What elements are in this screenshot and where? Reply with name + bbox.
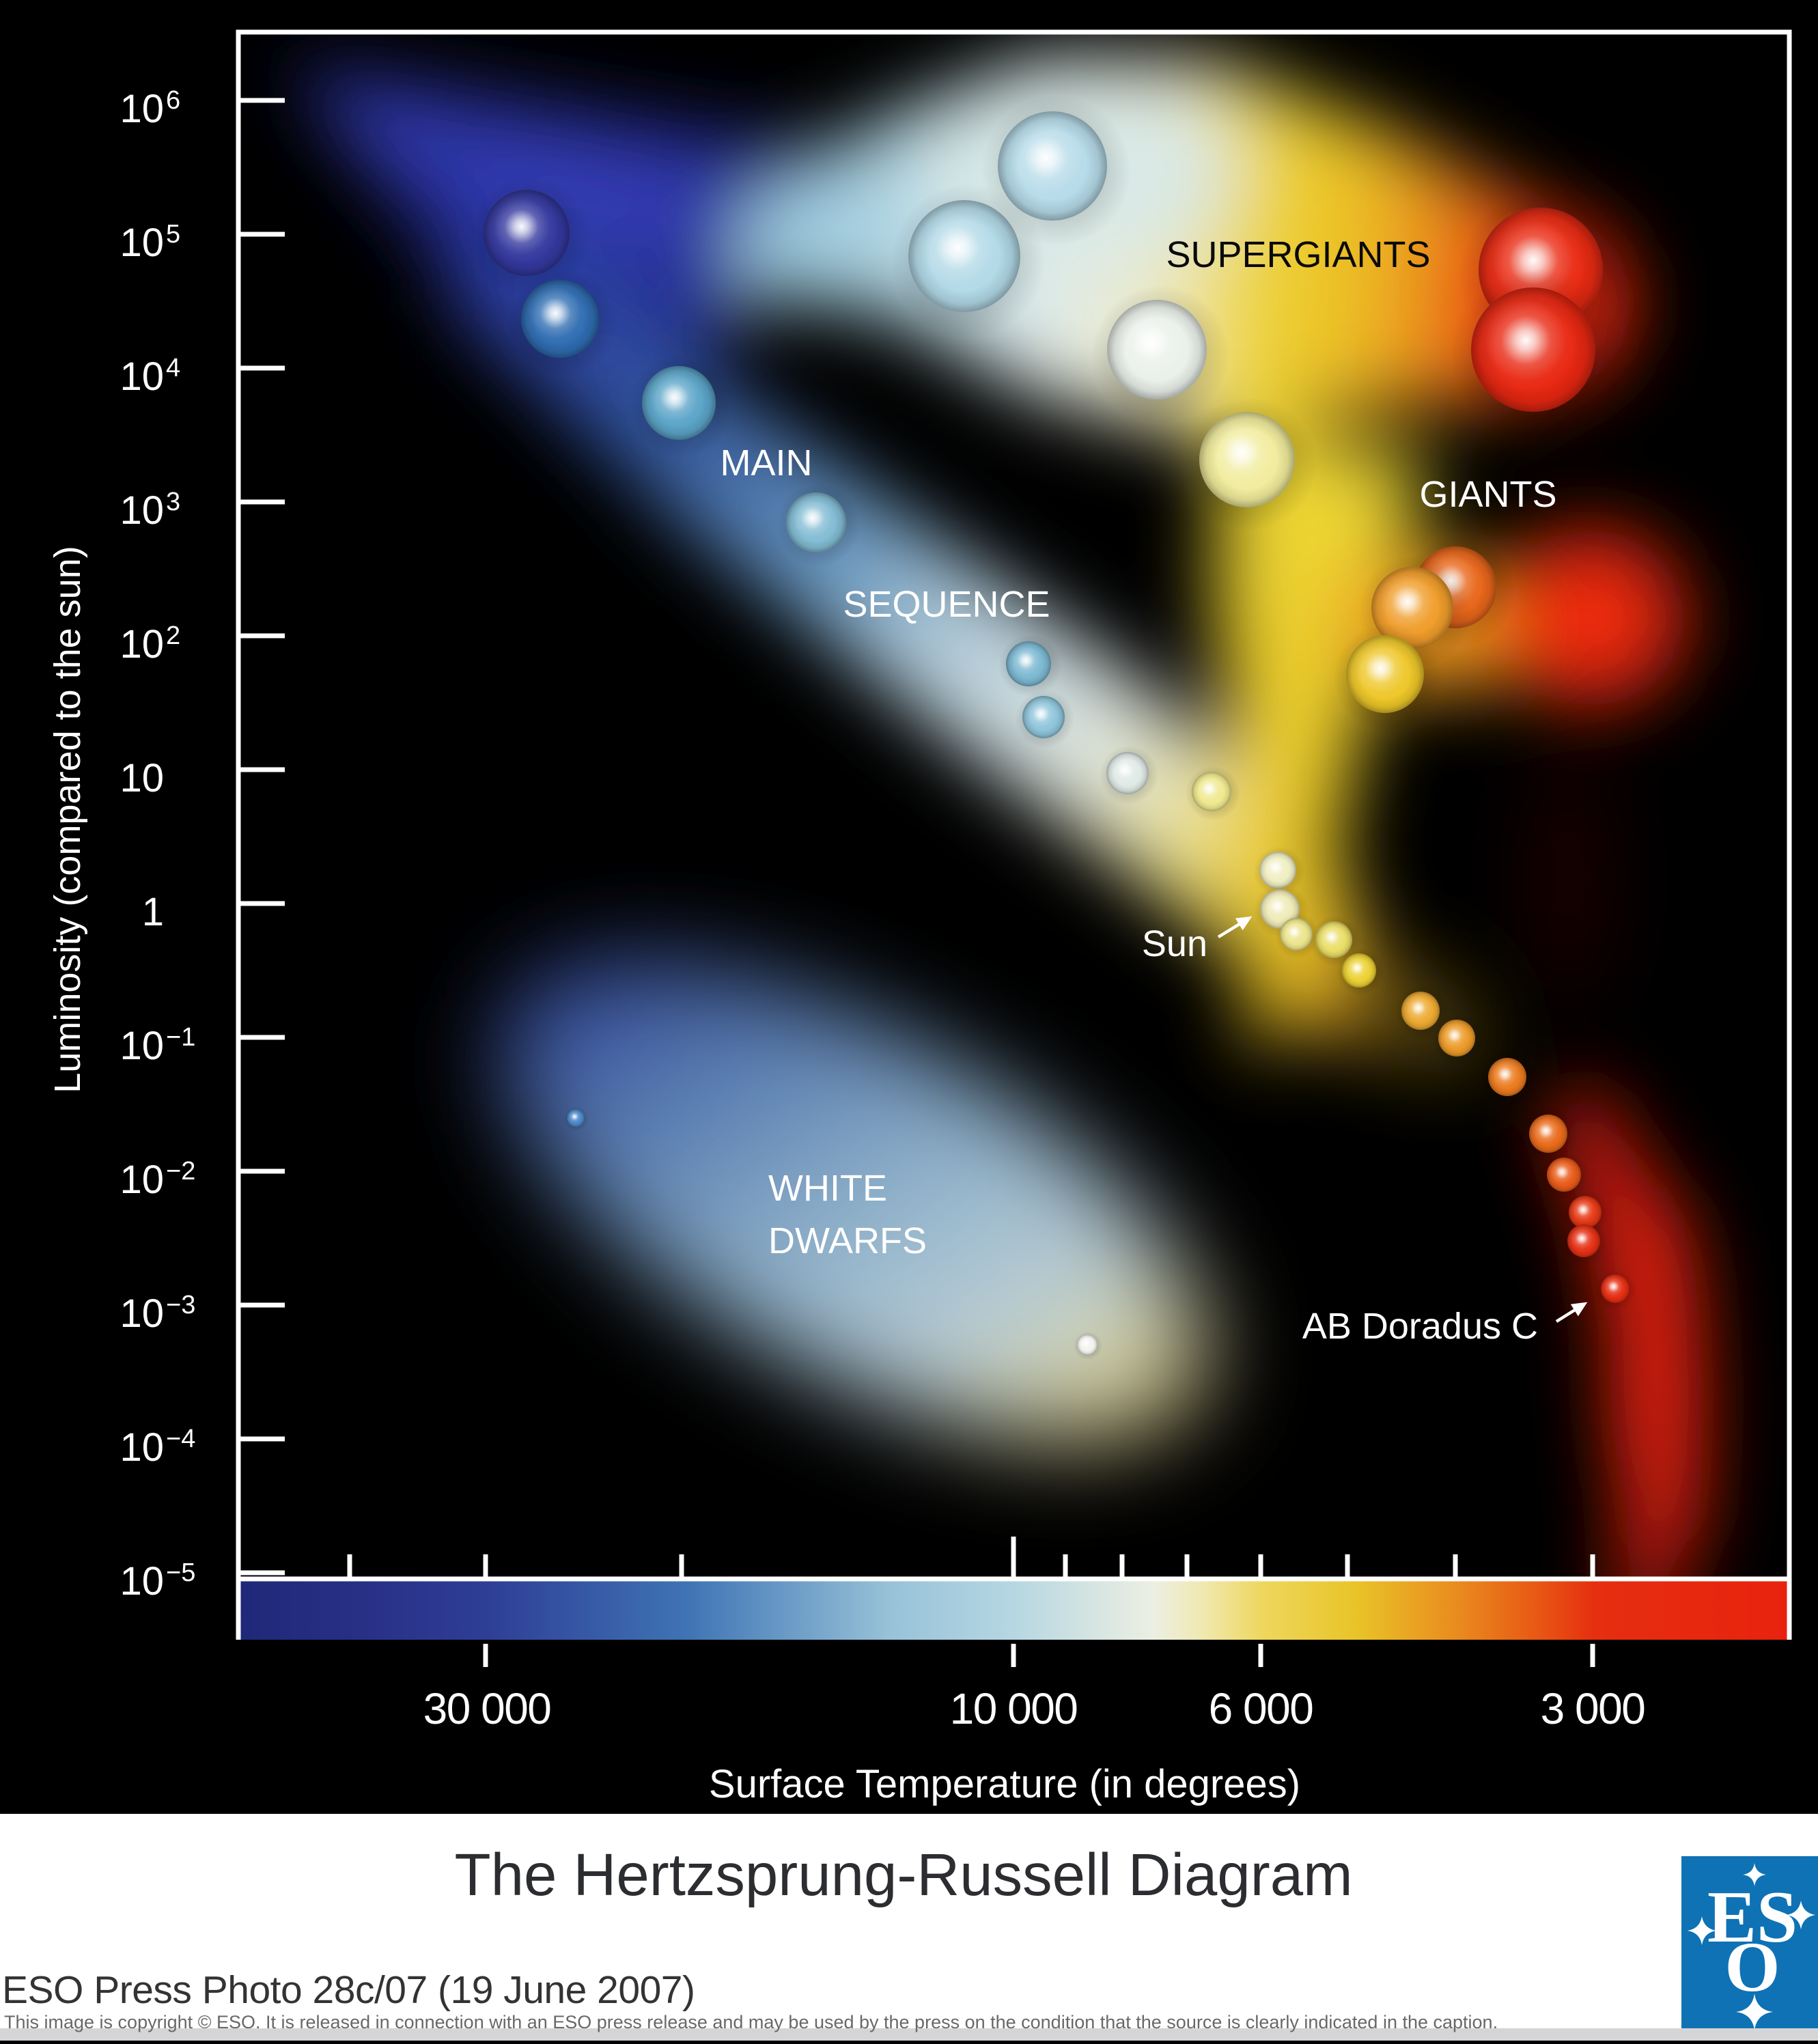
svg-text:SEQUENCE: SEQUENCE [843, 584, 1050, 625]
svg-text:10: 10 [120, 1559, 164, 1604]
svg-text:10: 10 [120, 488, 164, 533]
svg-text:10: 10 [120, 1291, 164, 1336]
svg-text:3: 3 [166, 488, 180, 516]
svg-text:1: 1 [142, 890, 164, 934]
svg-text:−2: −2 [166, 1157, 195, 1186]
svg-text:DWARFS: DWARFS [768, 1220, 927, 1261]
svg-text:−5: −5 [166, 1558, 195, 1587]
svg-text:10: 10 [120, 221, 164, 265]
svg-text:Sun: Sun [1142, 923, 1207, 964]
svg-text:AB Doradus C: AB Doradus C [1302, 1306, 1538, 1347]
svg-text:−1: −1 [166, 1023, 195, 1052]
svg-text:10: 10 [120, 622, 164, 667]
svg-text:−4: −4 [166, 1425, 195, 1453]
svg-text:WHITE: WHITE [768, 1168, 887, 1209]
svg-text:SUPERGIANTS: SUPERGIANTS [1166, 234, 1430, 275]
svg-text:10: 10 [120, 354, 164, 399]
svg-text:10: 10 [120, 1425, 164, 1470]
svg-text:10: 10 [120, 756, 164, 800]
svg-text:Luminosity (compared to the su: Luminosity (compared to the sun) [47, 546, 88, 1093]
svg-text:GIANTS: GIANTS [1419, 474, 1556, 515]
svg-text:4: 4 [166, 354, 180, 382]
svg-text:6: 6 [166, 86, 180, 115]
svg-text:ES: ES [1707, 1877, 1798, 1958]
svg-text:10: 10 [120, 1024, 164, 1068]
svg-text:The Hertzsprung-Russell Diagra: The Hertzsprung-Russell Diagram [454, 1842, 1352, 1908]
svg-text:O: O [1725, 1928, 1780, 2006]
svg-text:10 000: 10 000 [950, 1684, 1078, 1733]
svg-text:Surface Temperature (in degree: Surface Temperature (in degrees) [709, 1762, 1300, 1806]
svg-text:ESO Press Photo 28c/07 (19 Jun: ESO Press Photo 28c/07 (19 June 2007) [2, 1968, 695, 2012]
svg-text:3 000: 3 000 [1541, 1684, 1645, 1733]
svg-text:This image is copyright © ESO.: This image is copyright © ESO. It is rel… [4, 2012, 1498, 2032]
svg-text:30 000: 30 000 [423, 1684, 551, 1733]
svg-text:10: 10 [120, 1158, 164, 1202]
svg-text:MAIN: MAIN [721, 443, 813, 484]
svg-text:2: 2 [166, 621, 180, 650]
svg-text:10: 10 [120, 87, 164, 131]
svg-text:−3: −3 [166, 1291, 195, 1319]
svg-text:6 000: 6 000 [1209, 1684, 1313, 1733]
svg-text:5: 5 [166, 220, 180, 249]
